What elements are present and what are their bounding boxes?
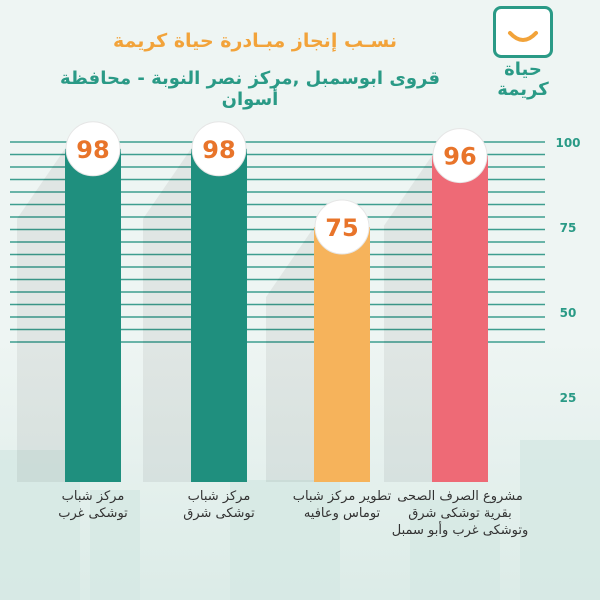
bar-shadow — [17, 148, 65, 483]
background-building — [520, 440, 600, 600]
bar — [191, 148, 247, 483]
bar — [65, 148, 121, 483]
y-tick-label: 100 — [555, 136, 580, 150]
background-building — [410, 500, 500, 600]
data-label: 98 — [76, 136, 109, 164]
background-building — [230, 480, 340, 600]
background-building — [90, 490, 140, 600]
bar-label-2: مركز شباب توشكى شرق — [183, 489, 255, 521]
bar — [314, 227, 370, 482]
data-label: 96 — [443, 143, 476, 171]
y-tick-label: 75 — [560, 221, 577, 235]
chart-subtitle: قروى ابوسمبل ,مركز نصر النوبة - محافظة أ… — [59, 68, 441, 110]
bar-shadow — [266, 227, 314, 482]
bar — [432, 155, 488, 482]
y-tick-label: 25 — [560, 391, 577, 405]
logo-text: حياة كريمة — [487, 60, 559, 100]
data-label: 75 — [325, 214, 358, 242]
bar-shadow — [384, 155, 432, 482]
logo-smile-icon — [493, 6, 553, 58]
bar-label-3: تطوير مركز شباب توماس وعافيه — [292, 489, 392, 521]
logo-line-1: حياة — [504, 59, 542, 80]
bar-label-1: مركز شباب توشكى غرب — [58, 489, 128, 521]
value-badge — [191, 121, 247, 177]
value-badge — [432, 128, 488, 184]
bar-label-4: مشروع الصرف الصحى بقرية توشكى شرق وتوشكى… — [391, 489, 529, 538]
bar-shadow — [143, 148, 191, 483]
logo-line-2: كريمة — [497, 79, 549, 100]
data-label: 98 — [202, 136, 235, 164]
value-badge — [65, 121, 121, 177]
header: نسـب إنجاز مبـادرة حياة كريمة قروى ابوسم… — [0, 0, 600, 110]
y-tick-label: 50 — [560, 306, 577, 320]
value-badge — [314, 199, 370, 255]
haya-karima-logo: حياة كريمة — [487, 6, 559, 108]
chart-title: نسـب إنجاز مبـادرة حياة كريمة — [112, 30, 398, 52]
